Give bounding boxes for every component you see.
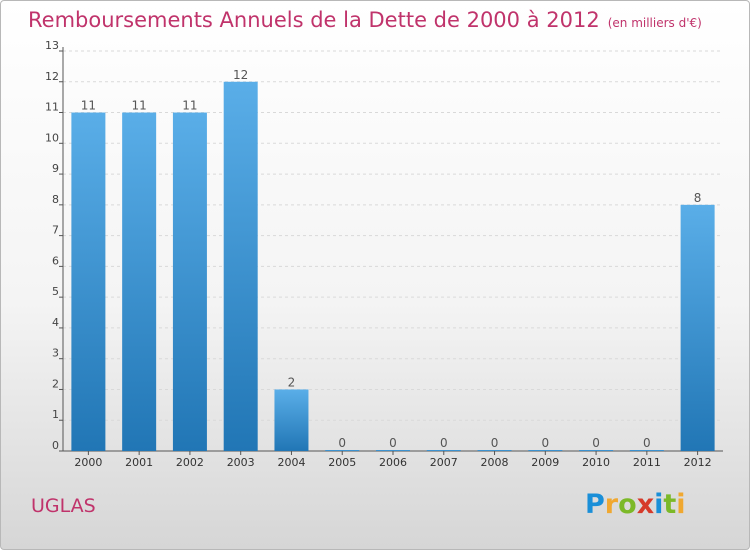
bar-2002 [172, 112, 207, 452]
data-label: 0 [389, 436, 397, 450]
y-tick-label: 8 [52, 193, 59, 206]
x-tick-label: 2010 [582, 456, 610, 469]
data-label: 0 [440, 436, 448, 450]
bar-2009 [528, 450, 563, 451]
chart-title-text: Remboursements Annuels de la Dette de 20… [28, 8, 600, 32]
bar-2000 [71, 112, 106, 452]
logo-letter: i [654, 489, 664, 520]
y-tick-label: 4 [52, 316, 59, 329]
y-tick-label: 5 [52, 285, 59, 298]
y-tick-label: 6 [52, 254, 59, 267]
data-label: 11 [81, 99, 96, 113]
chart-title: Remboursements Annuels de la Dette de 20… [28, 8, 702, 32]
data-labels: 11 11 11 12 2 0 0 0 0 0 0 0 8 [81, 68, 702, 450]
bars [71, 81, 715, 452]
y-tick-label: 0 [52, 439, 59, 452]
data-label: 0 [643, 436, 651, 450]
bar-2007 [426, 450, 461, 451]
logo-letter: P [585, 489, 605, 520]
logo-letter: x [636, 489, 655, 520]
chart-unit: (en milliers d'€) [607, 16, 702, 30]
data-label: 11 [182, 99, 197, 113]
x-tick-label: 2008 [481, 456, 509, 469]
bar-2008 [477, 450, 512, 451]
data-label: 2 [288, 375, 296, 389]
x-tick-label: 2002 [176, 456, 204, 469]
y-tick-label: 13 [45, 39, 59, 52]
bar-2005 [325, 450, 360, 451]
commune-name: UGLAS [31, 495, 96, 517]
x-tick-label: 2004 [277, 456, 305, 469]
bar-2001 [122, 112, 157, 452]
logo-letter: r [604, 489, 619, 520]
data-label: 11 [132, 99, 147, 113]
y-tick-label: 12 [45, 70, 59, 83]
y-tick-label: 10 [45, 131, 59, 144]
x-tick-label: 2011 [633, 456, 661, 469]
y-tick-label: 7 [52, 224, 59, 237]
y-tick-label: 3 [52, 347, 59, 360]
bar-2012 [680, 204, 715, 451]
data-label: 8 [694, 191, 702, 205]
y-tick-label: 1 [52, 408, 59, 421]
bar-2010 [579, 450, 614, 451]
proxiti-logo[interactable]: Proxiti [585, 489, 686, 520]
x-tick-label: 2005 [328, 456, 356, 469]
bar-2004 [274, 389, 309, 451]
data-label: 12 [233, 68, 248, 82]
bar-2011 [629, 450, 664, 451]
logo-letter: i [676, 489, 686, 520]
bar-2003 [223, 81, 258, 452]
data-label: 0 [338, 436, 346, 450]
logo-letter: o [618, 489, 637, 520]
data-label: 0 [491, 436, 499, 450]
x-tick-label: 2009 [531, 456, 559, 469]
data-label: 0 [541, 436, 549, 450]
x-tick-label: 2003 [227, 456, 255, 469]
x-tick-label: 2001 [125, 456, 153, 469]
y-tick-label: 9 [52, 162, 59, 175]
bar-2006 [376, 450, 410, 451]
data-label: 0 [592, 436, 600, 450]
x-tick-label: 2006 [379, 456, 407, 469]
logo-letter: t [663, 489, 677, 520]
y-tick-label: 2 [52, 377, 59, 390]
x-tick-label: 2012 [684, 456, 712, 469]
gridlines [63, 50, 723, 421]
x-tick-label: 2000 [74, 456, 102, 469]
x-tick-label: 2007 [430, 456, 458, 469]
y-tick-label: 11 [45, 101, 59, 114]
